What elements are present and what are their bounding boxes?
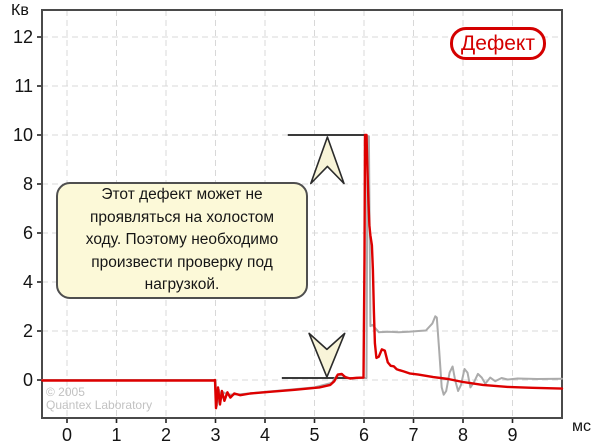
x-tick-label: 0 bbox=[62, 425, 72, 444]
x-tick-label: 6 bbox=[359, 425, 369, 444]
copyright: © 2005 Quantex Laboratory bbox=[46, 386, 152, 412]
y-tick-label: 8 bbox=[23, 174, 33, 194]
y-axis-unit-label: Кв bbox=[11, 2, 29, 19]
x-axis-unit-label: мс bbox=[572, 418, 591, 435]
copyright-company: Quantex Laboratory bbox=[46, 398, 153, 412]
x-tick-label: 8 bbox=[458, 425, 468, 444]
plot-border bbox=[41, 9, 563, 419]
defect-signal-trace bbox=[41, 133, 564, 410]
y-tick-label: 2 bbox=[23, 321, 33, 341]
x-tick-label: 4 bbox=[260, 425, 270, 444]
y-tick-label: 12 bbox=[13, 27, 33, 47]
copyright-year: © 2005 bbox=[46, 385, 85, 399]
y-tick-label: 4 bbox=[23, 272, 33, 292]
callout-note: Этот дефект может не проявляться на холос… bbox=[56, 182, 308, 299]
x-tick-label: 7 bbox=[408, 425, 418, 444]
x-tick-label: 9 bbox=[507, 425, 517, 444]
x-tick-label: 5 bbox=[309, 425, 319, 444]
x-tick-label: 1 bbox=[111, 425, 121, 444]
y-tick-label: 11 bbox=[14, 76, 33, 96]
y-tick-label: 6 bbox=[23, 223, 33, 243]
up-arrow-icon bbox=[309, 136, 345, 185]
x-tick-label: 2 bbox=[161, 425, 171, 444]
y-tick-label: 10 bbox=[13, 125, 33, 145]
y-tick-label: 0 bbox=[23, 370, 33, 390]
defect-badge: Дефект bbox=[450, 27, 546, 60]
x-tick-label: 3 bbox=[210, 425, 220, 444]
down-arrow-icon bbox=[308, 332, 346, 378]
